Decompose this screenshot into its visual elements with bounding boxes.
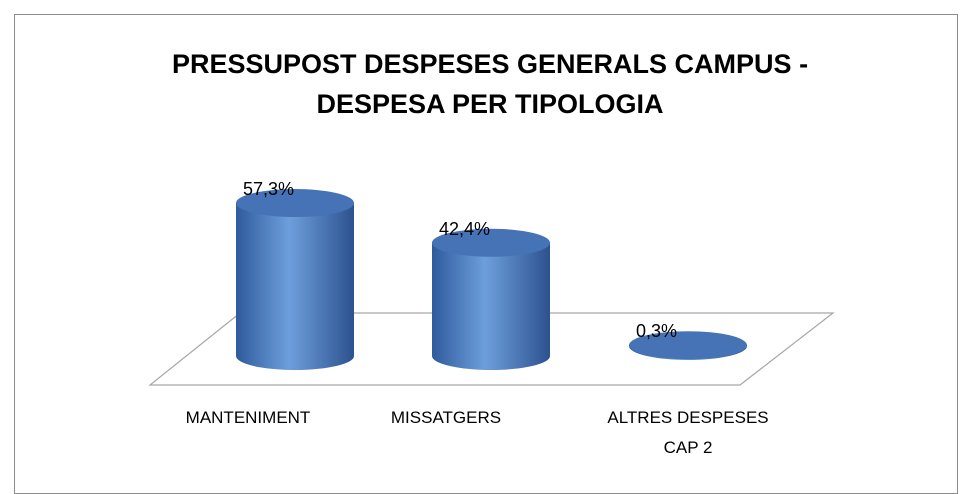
chart: PRESSUPOST DESPESES GENERALS CAMPUS - DE… (14, 14, 958, 494)
x-tick-label: MANTENIMENT (185, 408, 311, 427)
x-tick-label: MISSATGERS (390, 408, 502, 427)
x-tick-label: ALTRES DESPESES CAP 2 (607, 408, 769, 457)
chart-title: PRESSUPOST DESPESES GENERALS CAMPUS - DE… (171, 49, 809, 119)
bar-top (432, 228, 550, 257)
bar-top (236, 189, 354, 218)
bar (432, 242, 550, 370)
value-label: 42,4% (439, 218, 491, 239)
plot (148, 189, 835, 386)
value-label: 57,3% (243, 179, 295, 199)
bar (236, 203, 354, 370)
value-label: 0,3% (636, 321, 678, 342)
bar-top (629, 331, 747, 360)
